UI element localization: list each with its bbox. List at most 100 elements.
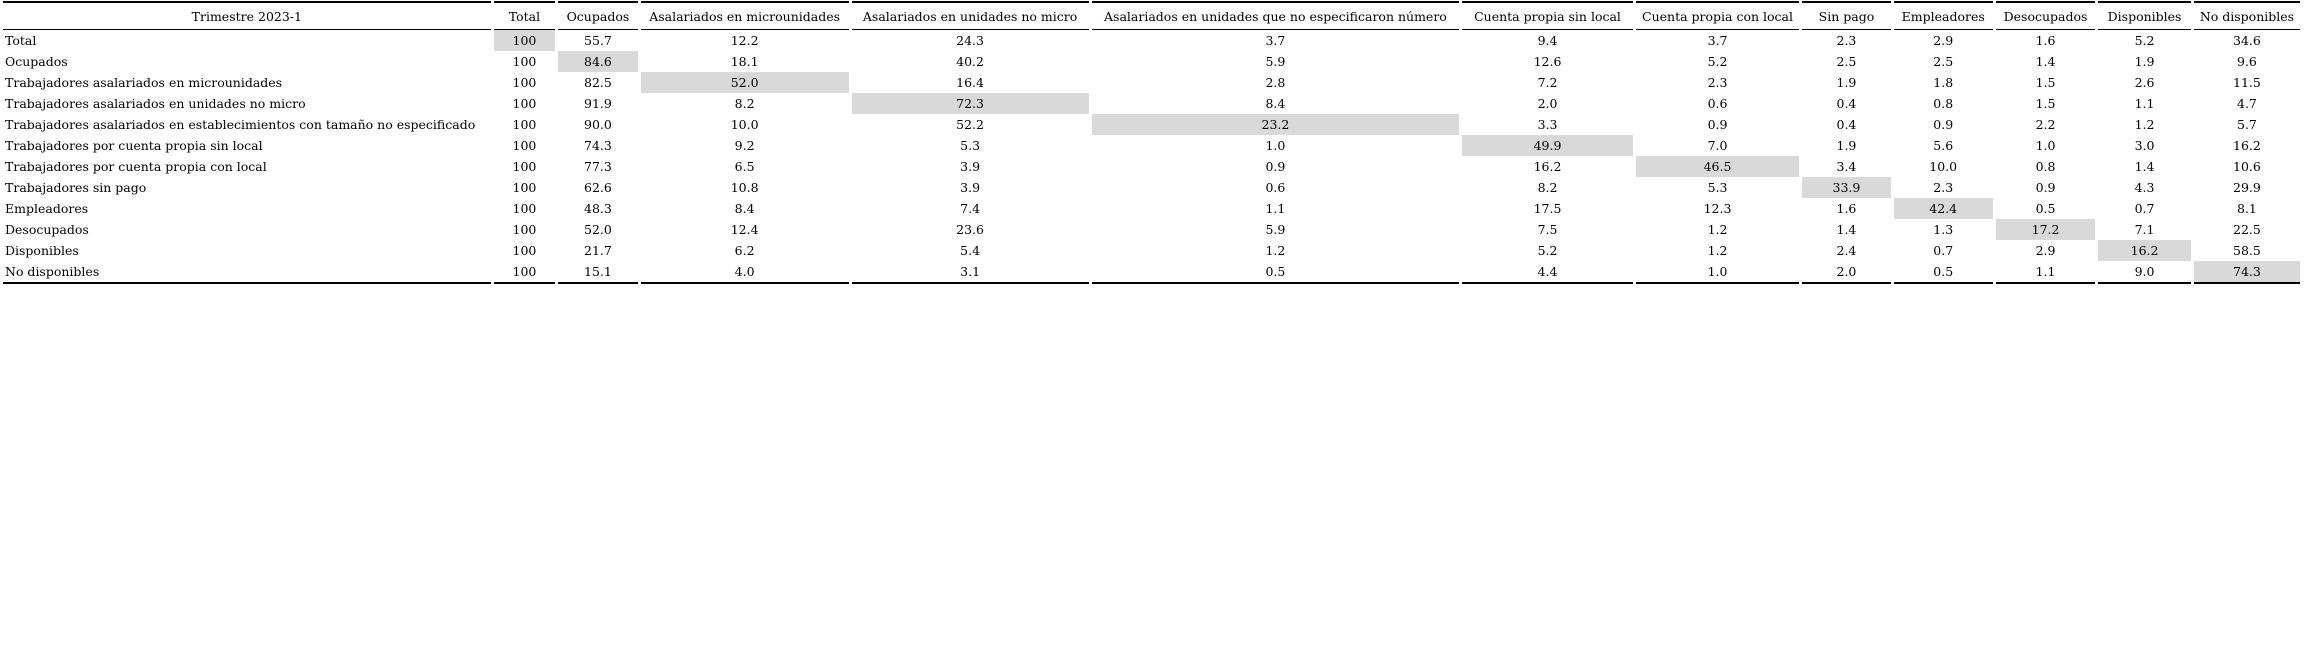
- value-cell-highlighted: 46.5: [1635, 156, 1800, 177]
- value-cell: 100: [512, 159, 537, 174]
- value-cell: 12.4: [730, 222, 759, 237]
- value-cell: 8.1: [2237, 201, 2257, 216]
- value-cell: 2.3: [1707, 75, 1728, 90]
- column-header: Disponibles: [2098, 1, 2191, 30]
- row-label: Desocupados: [5, 222, 89, 237]
- value-cell-highlighted: 23.2: [1091, 114, 1460, 135]
- value-cell: 3.0: [2134, 138, 2155, 153]
- value-cell: 1.1: [1265, 201, 1286, 216]
- value-cell: 6.2: [734, 243, 755, 258]
- value-cell-highlighted: 74.3: [2193, 261, 2300, 284]
- column-header: Empleadores: [1893, 1, 1993, 30]
- value-cell-highlighted: 49.9: [1462, 135, 1633, 156]
- value-cell: 1.4: [1836, 222, 1857, 237]
- value-cell: 2.3: [1933, 180, 1954, 195]
- value-cell: 9.0: [2098, 261, 2191, 284]
- value-cell: 4.0: [640, 261, 849, 284]
- value-cell: 0.5: [1091, 261, 1460, 284]
- value-cell: 5.4: [960, 243, 981, 258]
- corner-header-trimestre: Trimestre 2023-1: [3, 1, 491, 30]
- value-cell: 17.5: [1533, 201, 1562, 216]
- value-cell: 7.2: [1537, 75, 1558, 90]
- value-cell: 1.9: [2134, 54, 2155, 69]
- value-cell: 0.6: [1265, 180, 1286, 195]
- value-cell: 8.2: [1537, 180, 1558, 195]
- value-cell: 77.3: [584, 159, 612, 174]
- value-cell: 4.4: [1462, 261, 1633, 284]
- value-cell: 8.4: [734, 201, 755, 216]
- value-cell: 91.9: [584, 96, 612, 111]
- value-cell: 82.5: [584, 75, 612, 90]
- value-cell: 4.3: [2134, 180, 2155, 195]
- value-cell: 1.6: [1836, 201, 1857, 216]
- table-row: Empleadores 100 48.3 8.4 7.4 1.1 17.5 12.3 1.6 42…: [3, 198, 2300, 219]
- transition-matrix-table: Trimestre 2023-1 Total Ocupados Asalariado…: [0, 1, 2303, 284]
- value-cell: 100: [512, 75, 537, 90]
- value-cell: 5.2: [2134, 33, 2155, 48]
- value-cell: 100: [512, 117, 537, 132]
- value-cell: 0.9: [1707, 117, 1728, 132]
- value-cell: 100: [512, 201, 537, 216]
- value-cell: 3.9: [960, 180, 981, 195]
- value-cell: 5.7: [2237, 117, 2257, 132]
- value-cell: 3.3: [1537, 117, 1558, 132]
- value-cell: 0.9: [1933, 117, 1954, 132]
- value-cell: 2.8: [1265, 75, 1286, 90]
- table-row: No disponibles 100 15.1 4.0 3.1 0.5 4.4 1.0 2.0 0…: [3, 261, 2300, 284]
- column-header: Sin pago: [1802, 1, 1891, 30]
- value-cell: 100: [512, 180, 537, 195]
- value-cell: 6.5: [734, 159, 755, 174]
- value-cell: 0.8: [2035, 159, 2056, 174]
- value-cell: 0.5: [2035, 201, 2056, 216]
- row-label: No disponibles: [3, 261, 491, 284]
- value-cell: 74.3: [584, 138, 612, 153]
- value-cell: 100: [512, 222, 537, 237]
- value-cell: 1.5: [2035, 96, 2056, 111]
- value-cell: 2.0: [1537, 96, 1558, 111]
- value-cell: 40.2: [956, 54, 984, 69]
- value-cell-highlighted: 52.0: [640, 72, 849, 93]
- column-header: Desocupados: [1995, 1, 2096, 30]
- value-cell-highlighted: 84.6: [558, 51, 638, 72]
- table-header: Trimestre 2023-1 Total Ocupados Asalariado…: [3, 1, 2300, 30]
- value-cell: 10.6: [2233, 159, 2261, 174]
- value-cell: 1.2: [1265, 243, 1286, 258]
- value-cell: 1.2: [1707, 222, 1728, 237]
- value-cell: 62.6: [584, 180, 612, 195]
- value-cell: 0.8: [1933, 96, 1954, 111]
- value-cell: 2.2: [2035, 117, 2056, 132]
- value-cell-highlighted: 100: [493, 30, 556, 51]
- column-header: Ocupados: [558, 1, 638, 30]
- value-cell: 5.9: [1265, 54, 1286, 69]
- value-cell: 55.7: [584, 33, 612, 48]
- value-cell: 16.2: [2233, 138, 2261, 153]
- value-cell: 12.2: [730, 33, 759, 48]
- value-cell: 16.2: [1533, 159, 1562, 174]
- value-cell: 5.6: [1933, 138, 1954, 153]
- row-label: Trabajadores asalariados en unidades no …: [5, 96, 306, 111]
- value-cell: 100: [512, 243, 537, 258]
- value-cell: 52.2: [956, 117, 984, 132]
- table-row: Trabajadores por cuenta propia con local…: [3, 156, 2300, 177]
- value-cell-highlighted: 72.3: [851, 93, 1089, 114]
- value-cell-highlighted: 42.4: [1893, 198, 1993, 219]
- value-cell: 10.8: [730, 180, 759, 195]
- value-cell: 48.3: [584, 201, 612, 216]
- value-cell: 23.6: [956, 222, 984, 237]
- value-cell: 58.5: [2233, 243, 2261, 258]
- row-label: Trabajadores por cuenta propia con local: [5, 159, 267, 174]
- row-label: Total: [5, 33, 37, 48]
- value-cell: 5.2: [1537, 243, 1558, 258]
- value-cell: 9.2: [734, 138, 755, 153]
- header-row: Trimestre 2023-1 Total Ocupados Asalariado…: [3, 1, 2300, 30]
- table-row: Ocupados 100 84.6 18.1 40.2 5.9 12.6 5.2 2.5 2.5 1…: [3, 51, 2300, 72]
- value-cell: 8.4: [1265, 96, 1286, 111]
- value-cell: 1.3: [1933, 222, 1954, 237]
- column-header: Asalariados en unidades que no especific…: [1091, 1, 1460, 30]
- value-cell: 3.4: [1836, 159, 1857, 174]
- value-cell: 1.4: [2035, 54, 2056, 69]
- value-cell: 5.2: [1707, 54, 1728, 69]
- row-label: Trabajadores asalariados en establecimie…: [5, 117, 476, 132]
- column-header: Cuenta propia sin local: [1462, 1, 1633, 30]
